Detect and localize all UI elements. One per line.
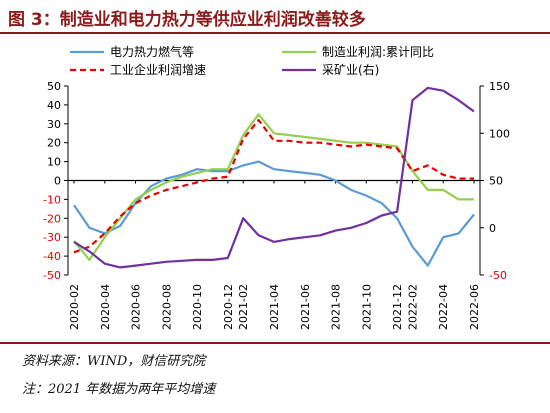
legend-label-1: 制造业利润:累计同比	[322, 45, 434, 59]
x-tick-label: 2022-02	[406, 284, 419, 330]
x-tick-label: 2020-10	[191, 284, 204, 330]
left-tick-label: 40	[47, 99, 61, 112]
right-tick-label: 150	[489, 80, 510, 93]
left-tick-label: 10	[47, 156, 61, 169]
chart-axes: 50403020100-10-20-30-40-50150100500-5020…	[43, 80, 510, 330]
series-line-3	[73, 86, 475, 269]
left-tick-label: 50	[47, 80, 61, 93]
legend-label-2: 工业企业利润增速	[110, 62, 206, 77]
legend-label-3: 采矿业(右)	[322, 62, 379, 77]
x-tick-label: 2020-04	[99, 284, 112, 330]
left-tick-label: -30	[43, 231, 61, 244]
right-tick-label: 50	[489, 175, 503, 188]
note-text: 注：2021 年数据为两年平均增速	[22, 382, 216, 397]
x-tick-label: 2021-12	[391, 284, 404, 330]
x-tick-label: 2021-02	[237, 284, 250, 330]
right-tick-label: 0	[489, 222, 496, 235]
x-tick-label: 2021-10	[360, 284, 373, 330]
x-tick-label: 2021-08	[330, 284, 343, 330]
legend-label-0: 电力热力燃气等	[110, 44, 194, 59]
x-tick-label: 2022-04	[437, 284, 450, 330]
series-line-2	[73, 118, 474, 254]
series-line-0	[73, 160, 475, 267]
x-tick-label: 2020-08	[160, 284, 173, 330]
source-text: 资料来源：WIND，财信研究院	[22, 354, 206, 369]
left-tick-label: 0	[54, 175, 61, 188]
title-bar: 图 3：制造业和电力热力等供应业利润改善较多	[0, 0, 550, 34]
x-tick-label: 2022-06	[468, 284, 481, 330]
x-tick-label: 2021-04	[268, 284, 281, 330]
x-tick-label: 2020-02	[68, 284, 81, 330]
left-tick-label: -10	[43, 193, 61, 206]
series-line-1	[73, 113, 474, 261]
left-tick-label: 30	[47, 118, 61, 131]
source-footer: 资料来源：WIND，财信研究院	[0, 342, 550, 372]
x-tick-label: 2020-06	[130, 284, 143, 330]
right-tick-label: -50	[489, 269, 507, 282]
left-tick-label: -20	[43, 212, 61, 225]
x-tick-label: 2021-06	[299, 284, 312, 330]
left-tick-label: 20	[47, 137, 61, 150]
note-footer: 注：2021 年数据为两年平均增速	[0, 378, 550, 397]
chart-series	[73, 86, 475, 269]
left-tick-label: -40	[43, 250, 61, 263]
right-tick-label: 100	[489, 127, 510, 140]
x-tick-label: 2020-12	[222, 284, 235, 330]
chart-title: 图 3：制造业和电力热力等供应业利润改善较多	[8, 10, 366, 30]
left-tick-label: -50	[43, 269, 61, 282]
